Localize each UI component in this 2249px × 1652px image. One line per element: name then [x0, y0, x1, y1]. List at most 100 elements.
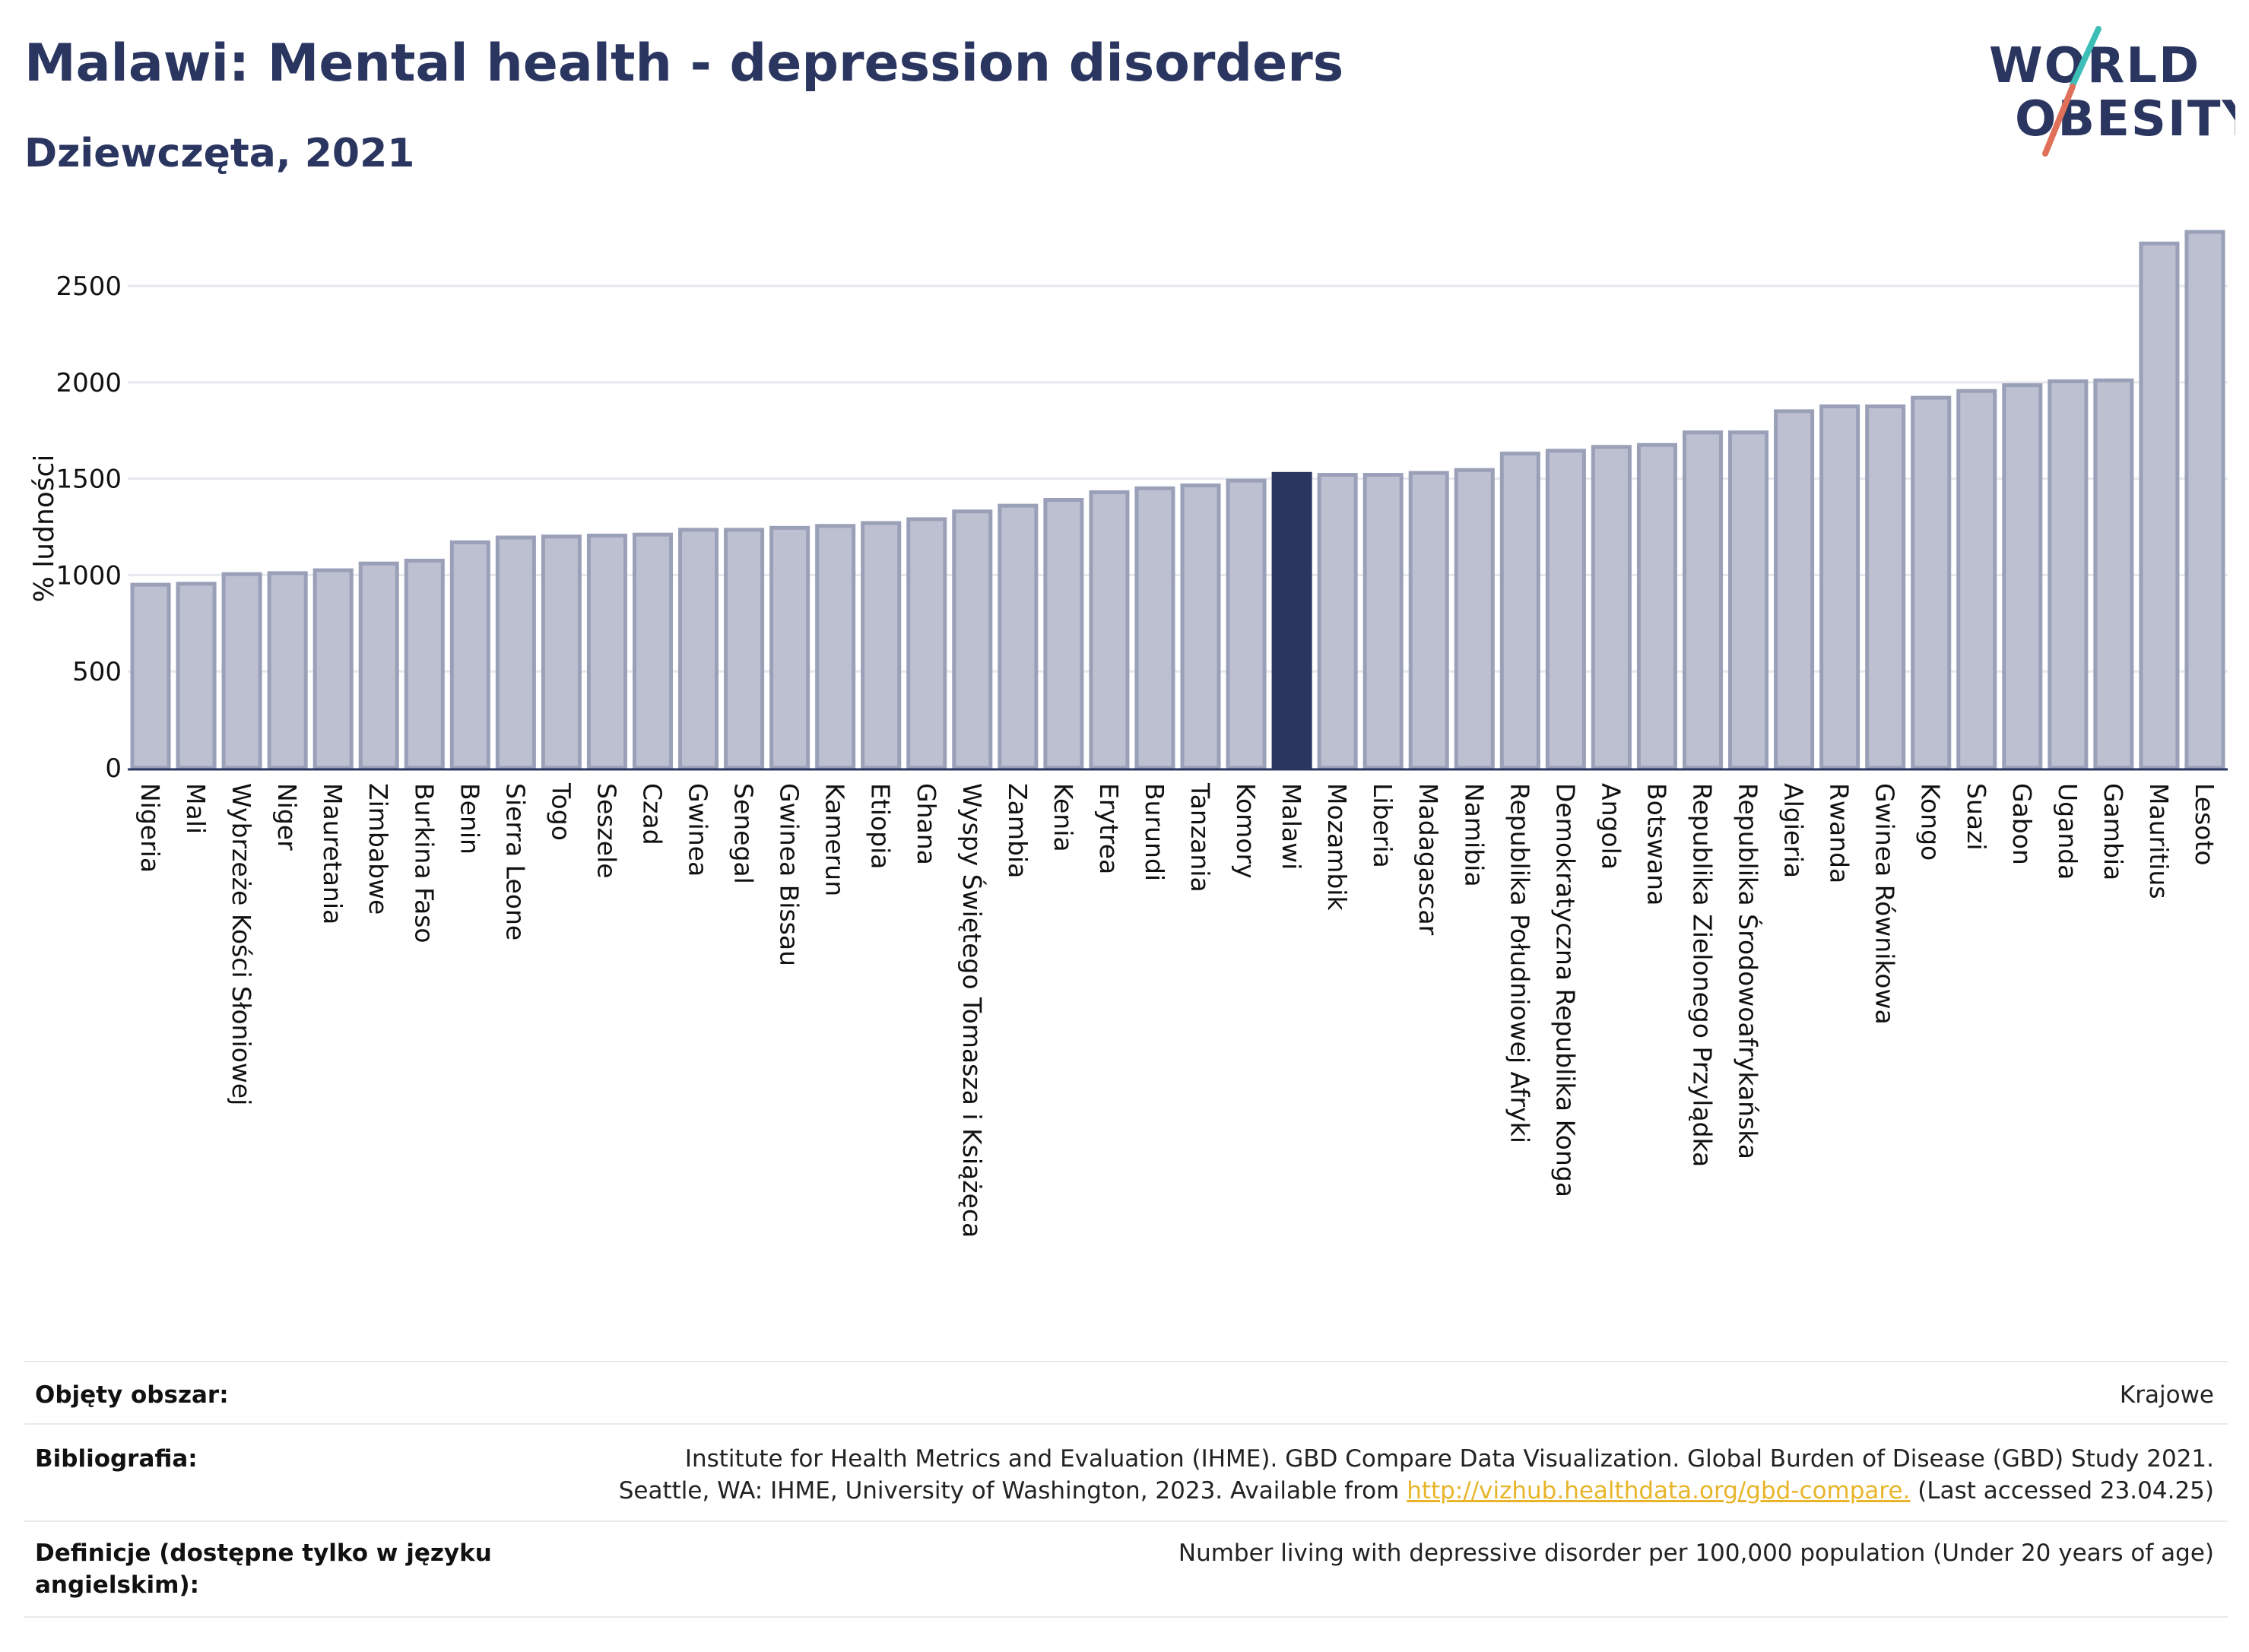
bar: [2139, 241, 2180, 770]
x-tick-label: Angola: [1596, 783, 1626, 870]
bar: [2184, 230, 2225, 770]
x-tick-label: Wyspy Świętego Tomasza i Książęca: [957, 783, 988, 1238]
definitions-value: Number living with depressive disorder p…: [1178, 1539, 2214, 1567]
bar: [1043, 498, 1084, 770]
x-tick-label: Togo: [546, 782, 576, 841]
bibliography-line-2: Seattle, WA: IHME, University of Washing…: [619, 1475, 2214, 1507]
bar: [906, 517, 947, 770]
x-tick-label: Mauretania: [318, 783, 347, 924]
x-tick-label: Algieria: [1779, 783, 1809, 878]
bibliography-text: Institute for Health Metrics and Evaluat…: [619, 1443, 2214, 1507]
bar: [2002, 383, 2043, 770]
y-tick-label: 1000: [56, 560, 122, 591]
x-tick-label: Uganda: [2053, 783, 2082, 880]
x-tick-label: Republika Środowoafrykańska: [1734, 783, 1764, 1159]
bar: [267, 571, 308, 770]
bar: [952, 509, 993, 770]
footer-divider: [24, 1616, 2228, 1618]
bibliography-link[interactable]: http://vizhub.healthdata.org/gbd-compare…: [1407, 1477, 1911, 1505]
bar: [1089, 490, 1130, 770]
x-tick-label: Etiopia: [866, 783, 896, 870]
y-axis-ticks: 0 500 1000 1500 2000 2500: [56, 271, 122, 784]
chart-subtitle: Dziewczęta, 2021: [24, 131, 415, 176]
logo-word-world: WORLD: [1989, 38, 2200, 94]
x-tick-label: Kongo: [1916, 783, 1946, 861]
x-tick-label: Gwinea Bissau: [775, 783, 804, 966]
bar: [1499, 452, 1540, 770]
x-tick-label: Tanzania: [1185, 782, 1215, 893]
x-tick-label: Madagascar: [1413, 783, 1443, 936]
x-tick-label: Burkina Faso: [409, 783, 439, 943]
x-tick-label: Sierra Leone: [500, 783, 530, 940]
x-tick-label: Gwinea: [684, 783, 713, 877]
bar: [769, 525, 810, 770]
x-tick-label: Zimbabwe: [363, 783, 393, 915]
bar: [1911, 395, 1952, 770]
world-obesity-logo: WORLD OBESITY: [1989, 26, 2235, 157]
coverage-label: Objęty obszar:: [35, 1381, 229, 1409]
coverage-value: Krajowe: [2119, 1381, 2214, 1409]
bar: [1956, 388, 1997, 770]
bar: [221, 572, 262, 770]
x-tick-label: Erytrea: [1094, 783, 1124, 874]
bibliography-line-2-post: (Last accessed 23.04.25): [1910, 1477, 2214, 1505]
x-tick-label: Suazi: [1962, 783, 1991, 851]
bar: [1728, 430, 1769, 770]
bar-chart: 0 500 1000 1500 2000 2500 Nigeria Mali Wybrzeże…: [29, 230, 2228, 1238]
x-tick-label: Ghana: [912, 783, 941, 865]
bar-highlight: [1271, 471, 1312, 770]
x-tick-label: Czad: [638, 783, 668, 845]
bar: [1636, 442, 1677, 770]
bar: [1774, 409, 1815, 770]
x-tick-label: Namibia: [1459, 783, 1489, 887]
x-tick-label: Gabon: [2007, 783, 2037, 865]
x-tick-label: Liberia: [1368, 783, 1397, 868]
bibliography-line-2-pre: Seattle, WA: IHME, University of Washing…: [618, 1477, 1407, 1505]
x-tick-label: Gambia: [2098, 783, 2128, 880]
y-tick-label: 0: [105, 753, 122, 784]
x-tick-label: Burundi: [1140, 783, 1169, 881]
bar: [1454, 468, 1495, 770]
x-tick-label: Gwinea Równikowa: [1870, 783, 1900, 1025]
x-tick-label: Rwanda: [1825, 783, 1854, 883]
bar: [1819, 404, 1860, 770]
x-tick-label: Benin: [455, 783, 484, 855]
x-tick-label: Mauritius: [2144, 783, 2174, 899]
bar: [541, 534, 582, 770]
x-tick-label: Komory: [1231, 783, 1261, 879]
y-tick-label: 2500: [56, 271, 122, 302]
bar: [586, 533, 627, 770]
bar: [404, 558, 445, 770]
bibliography-label: Bibliografia:: [35, 1445, 198, 1473]
bar: [1545, 449, 1586, 770]
bar: [861, 521, 902, 770]
bar: [2048, 379, 2089, 770]
x-tick-label: Wybrzeże Kości Słoniowej: [227, 783, 256, 1105]
bar: [678, 528, 719, 770]
y-axis-title: % ludności: [29, 455, 60, 603]
bar: [312, 568, 354, 770]
x-tick-label: Demokratyczna Republika Konga: [1550, 783, 1580, 1197]
y-tick-label: 1500: [56, 465, 122, 495]
footer-divider: [24, 1520, 2228, 1522]
bar: [176, 582, 217, 770]
bar: [1865, 404, 1906, 770]
x-tick-label: Nigeria: [135, 783, 165, 873]
bar: [449, 540, 490, 770]
x-tick-label: Republika Południowej Afryki: [1505, 783, 1534, 1143]
definitions-label-line-1: Definicje (dostępne tylko w języku: [35, 1539, 492, 1567]
logo-slash-red: [2042, 84, 2076, 157]
bar: [724, 528, 765, 770]
bar: [358, 561, 399, 770]
bar: [1226, 478, 1267, 770]
x-tick-label: Botswana: [1642, 783, 1671, 905]
footer-divider: [24, 1361, 2228, 1362]
bar: [1682, 430, 1724, 770]
bibliography-line-1: Institute for Health Metrics and Evaluat…: [684, 1445, 2214, 1473]
x-tick-label: Zambia: [1003, 783, 1033, 878]
bar: [1180, 484, 1221, 770]
x-tick-label: Senegal: [729, 783, 759, 884]
logo-slash-teal: [2070, 26, 2101, 88]
bar: [1408, 471, 1449, 770]
x-tick-label: Kamerun: [820, 783, 850, 896]
